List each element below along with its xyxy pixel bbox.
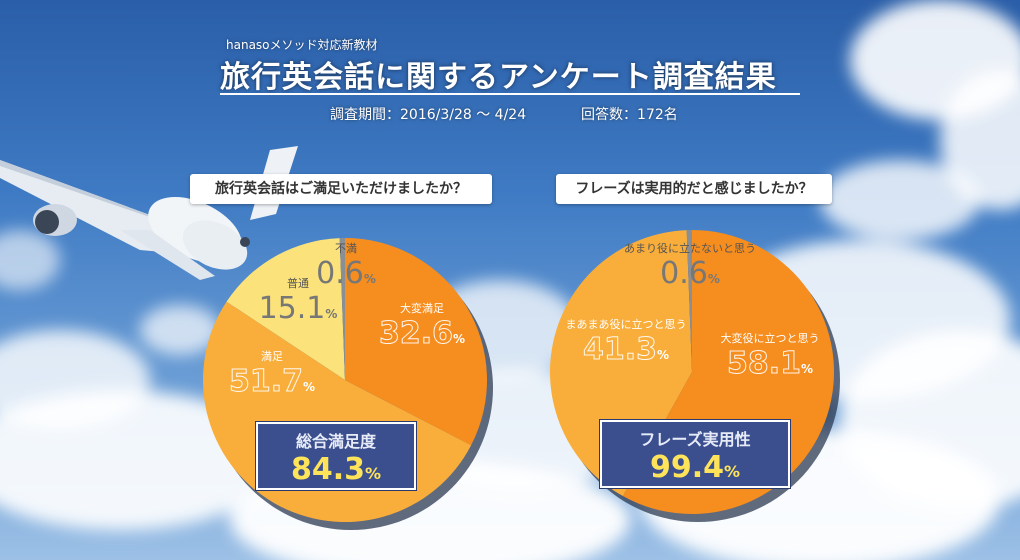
chart1-summary-label: 総合満足度 [295, 432, 376, 451]
chart1-summary-unit: % [365, 464, 382, 483]
chart2-slice-label-somewhat-useful: まあまあ役に立つと思う 41.3% [565, 318, 687, 368]
chart1-slice-label-very-satisfied: 大変満足 32.6% [378, 302, 466, 352]
chart2-summary-unit: % [724, 462, 741, 481]
chart1-question: 旅行英会話はご満足いただけましたか？ [190, 174, 492, 204]
chart1-summary-value: 84.3 [290, 452, 365, 487]
chart2-question: フレーズは実用的だと感じましたか？ [556, 174, 832, 204]
pie-slice-unsatisfied [339, 238, 345, 380]
chart2-slice-label-not-useful: あまり役に立たないと思う 0.6% [624, 242, 756, 291]
header-subtitle: hanasoメソッド対応新教材 [226, 38, 378, 52]
survey-responses: 回答数：172名 [581, 107, 678, 123]
survey-meta: 調査期間：2016/3/28 ～ 4/24 回答数：172名 [330, 104, 684, 124]
chart2-slice-label-very-useful: 大変役に立つと思う 58.1% [720, 332, 820, 382]
page-title: 旅行英会話に関するアンケート調査結果 [220, 60, 777, 95]
chart2-summary-label: フレーズ実用性 [639, 430, 751, 449]
pie-slice-not-useful [686, 230, 692, 372]
chart2-summary-value: 99.4 [649, 450, 724, 485]
chart1-slice-label-unsatisfied: 不満 0.6% [316, 242, 376, 291]
pie-slice-neutral [226, 238, 345, 380]
chart1-slice-label-satisfied: 満足 51.7% [228, 350, 316, 400]
pie-slice-very-satisfied [345, 238, 487, 446]
chart2-summary-box: フレーズ実用性 99.4% [599, 419, 791, 489]
title-divider [220, 93, 800, 95]
chart1-slice-label-neutral: 普通 15.1% [258, 277, 338, 326]
survey-period: 調査期間：2016/3/28 ～ 4/24 [330, 107, 527, 123]
chart1-summary-box: 総合満足度 84.3% [255, 421, 417, 491]
